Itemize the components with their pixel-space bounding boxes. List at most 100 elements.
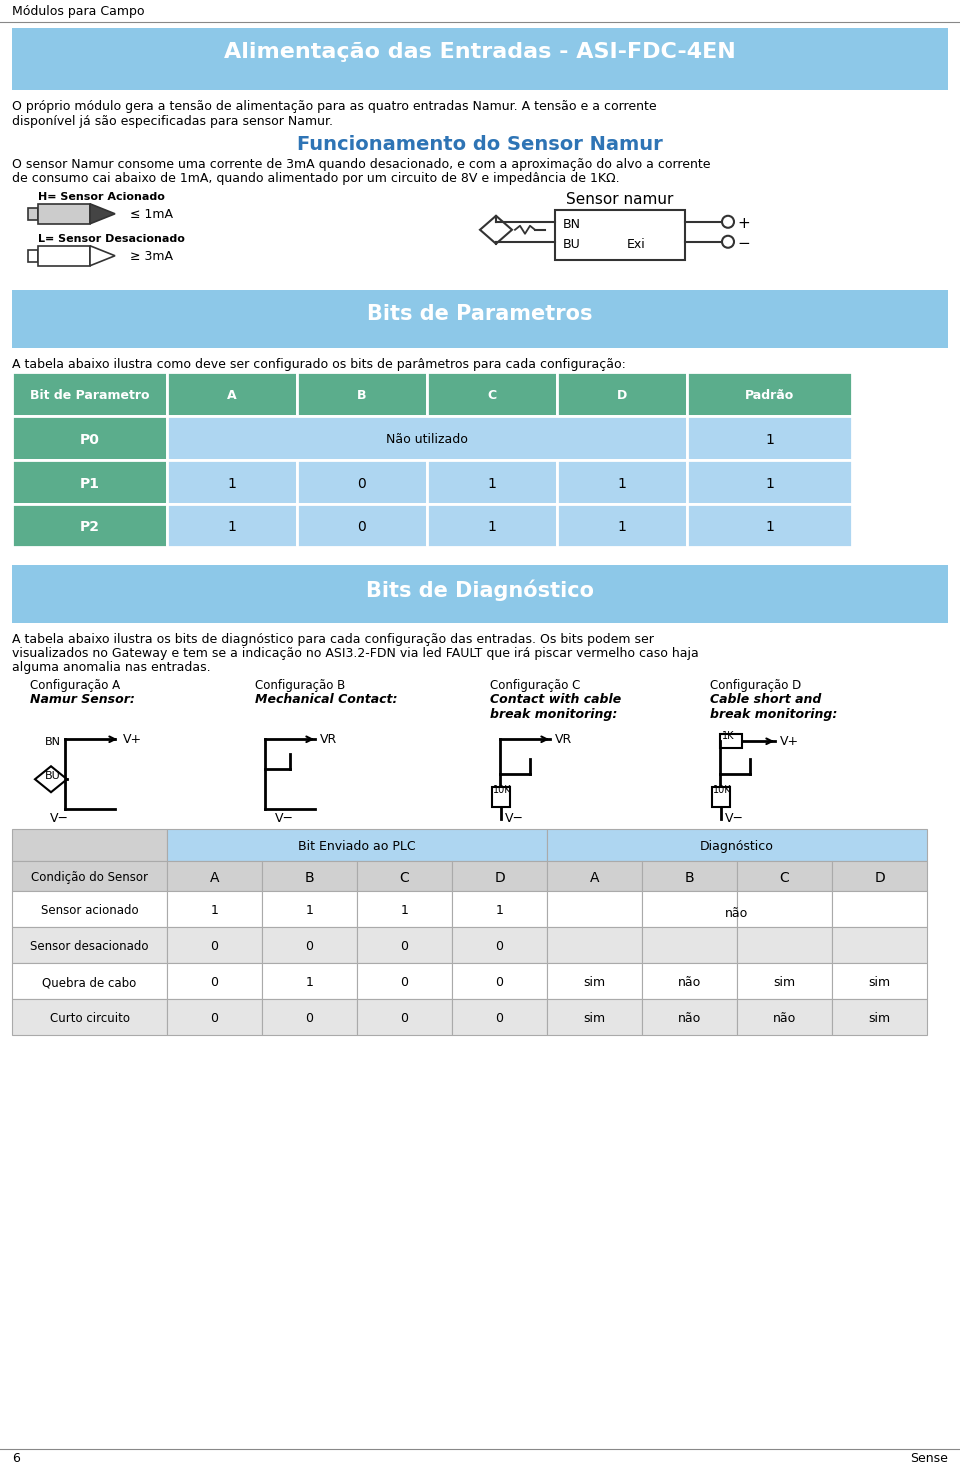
Text: 1: 1 bbox=[305, 976, 313, 989]
Text: 0: 0 bbox=[495, 976, 503, 989]
Polygon shape bbox=[480, 216, 512, 244]
Bar bbox=[12, 371, 167, 415]
Bar bbox=[357, 928, 452, 963]
Text: 1K: 1K bbox=[722, 731, 734, 741]
Text: Exi: Exi bbox=[627, 238, 646, 251]
Text: Bit de Parametro: Bit de Parametro bbox=[30, 389, 149, 402]
Text: P2: P2 bbox=[80, 521, 100, 534]
Bar bbox=[687, 371, 852, 415]
Bar bbox=[12, 504, 167, 548]
Text: C: C bbox=[488, 389, 496, 402]
Text: 1: 1 bbox=[495, 904, 503, 918]
Bar bbox=[357, 963, 452, 1000]
Bar bbox=[737, 862, 832, 891]
Bar bbox=[167, 928, 262, 963]
Bar bbox=[167, 415, 687, 459]
Text: 1: 1 bbox=[228, 521, 236, 534]
Bar bbox=[297, 371, 427, 415]
Text: 1: 1 bbox=[765, 521, 774, 534]
Text: sim: sim bbox=[869, 976, 891, 989]
Text: 1: 1 bbox=[305, 904, 313, 918]
Text: BN: BN bbox=[563, 217, 581, 230]
Bar bbox=[262, 963, 357, 1000]
Bar bbox=[642, 1000, 737, 1035]
Bar bbox=[547, 963, 642, 1000]
Bar bbox=[167, 504, 297, 548]
Bar bbox=[12, 28, 948, 90]
Text: C: C bbox=[399, 871, 409, 885]
Text: Condição do Sensor: Condição do Sensor bbox=[31, 871, 148, 884]
Text: Cable short and
break monitoring:: Cable short and break monitoring: bbox=[710, 693, 837, 721]
Text: Contact with cable
break monitoring:: Contact with cable break monitoring: bbox=[490, 693, 621, 721]
Text: 1: 1 bbox=[765, 477, 774, 490]
Text: Sense: Sense bbox=[910, 1452, 948, 1465]
Bar bbox=[452, 891, 547, 928]
Bar bbox=[12, 289, 948, 348]
Text: A: A bbox=[209, 871, 219, 885]
Text: Quebra de cabo: Quebra de cabo bbox=[42, 976, 136, 989]
Text: 1: 1 bbox=[617, 521, 627, 534]
Text: A: A bbox=[589, 871, 599, 885]
Text: Curto circuito: Curto circuito bbox=[50, 1011, 130, 1025]
Text: não: não bbox=[678, 976, 701, 989]
Bar bbox=[452, 928, 547, 963]
Text: V−: V− bbox=[275, 812, 294, 825]
Text: não: não bbox=[726, 907, 749, 920]
Text: 10K: 10K bbox=[713, 785, 732, 796]
Text: 1: 1 bbox=[617, 477, 627, 490]
Bar bbox=[12, 891, 167, 928]
Bar bbox=[555, 210, 685, 260]
Text: B: B bbox=[357, 389, 367, 402]
Text: ≥ 3mA: ≥ 3mA bbox=[130, 250, 173, 263]
Bar bbox=[262, 891, 357, 928]
Text: 0: 0 bbox=[495, 1011, 503, 1025]
Text: BU: BU bbox=[45, 771, 60, 781]
Text: Namur Sensor:: Namur Sensor: bbox=[30, 693, 134, 706]
Bar bbox=[720, 734, 742, 749]
Polygon shape bbox=[35, 766, 67, 793]
Text: L= Sensor Desacionado: L= Sensor Desacionado bbox=[38, 233, 185, 244]
Bar bbox=[167, 459, 297, 504]
Text: Configuração C: Configuração C bbox=[490, 680, 581, 693]
Text: Configuração D: Configuração D bbox=[710, 680, 802, 693]
Text: Configuração B: Configuração B bbox=[255, 680, 346, 693]
Text: Módulos para Campo: Módulos para Campo bbox=[12, 4, 145, 18]
Bar bbox=[38, 245, 90, 266]
Text: B: B bbox=[684, 871, 694, 885]
Bar bbox=[427, 371, 557, 415]
Text: V+: V+ bbox=[123, 734, 142, 746]
Text: 0: 0 bbox=[400, 1011, 409, 1025]
Bar bbox=[28, 208, 38, 220]
Text: 0: 0 bbox=[400, 976, 409, 989]
Text: sim: sim bbox=[584, 1011, 606, 1025]
Text: 10K: 10K bbox=[493, 785, 512, 796]
Circle shape bbox=[722, 216, 734, 228]
Circle shape bbox=[722, 236, 734, 248]
Text: A: A bbox=[228, 389, 237, 402]
Bar bbox=[547, 1000, 642, 1035]
Text: D: D bbox=[494, 871, 505, 885]
Bar bbox=[642, 862, 737, 891]
Text: 1: 1 bbox=[400, 904, 408, 918]
Text: D: D bbox=[617, 389, 627, 402]
Text: 1: 1 bbox=[228, 477, 236, 490]
Text: 0: 0 bbox=[358, 477, 367, 490]
Bar bbox=[832, 928, 927, 963]
Bar bbox=[167, 963, 262, 1000]
Bar bbox=[452, 1000, 547, 1035]
Bar bbox=[547, 862, 642, 891]
Text: não: não bbox=[678, 1011, 701, 1025]
Text: sim: sim bbox=[774, 976, 796, 989]
Bar bbox=[12, 415, 167, 459]
Text: de consumo cai abaixo de 1mA, quando alimentado por um circuito de 8V e impedânc: de consumo cai abaixo de 1mA, quando ali… bbox=[12, 172, 619, 185]
Text: Sensor namur: Sensor namur bbox=[566, 192, 674, 207]
Bar bbox=[38, 204, 90, 223]
Bar bbox=[737, 891, 832, 928]
Text: V−: V− bbox=[725, 812, 744, 825]
Text: Padrão: Padrão bbox=[745, 389, 794, 402]
Bar bbox=[737, 928, 832, 963]
Text: D: D bbox=[875, 871, 885, 885]
Text: Bits de Parametros: Bits de Parametros bbox=[368, 304, 592, 324]
Bar bbox=[557, 504, 687, 548]
Bar bbox=[12, 565, 948, 624]
